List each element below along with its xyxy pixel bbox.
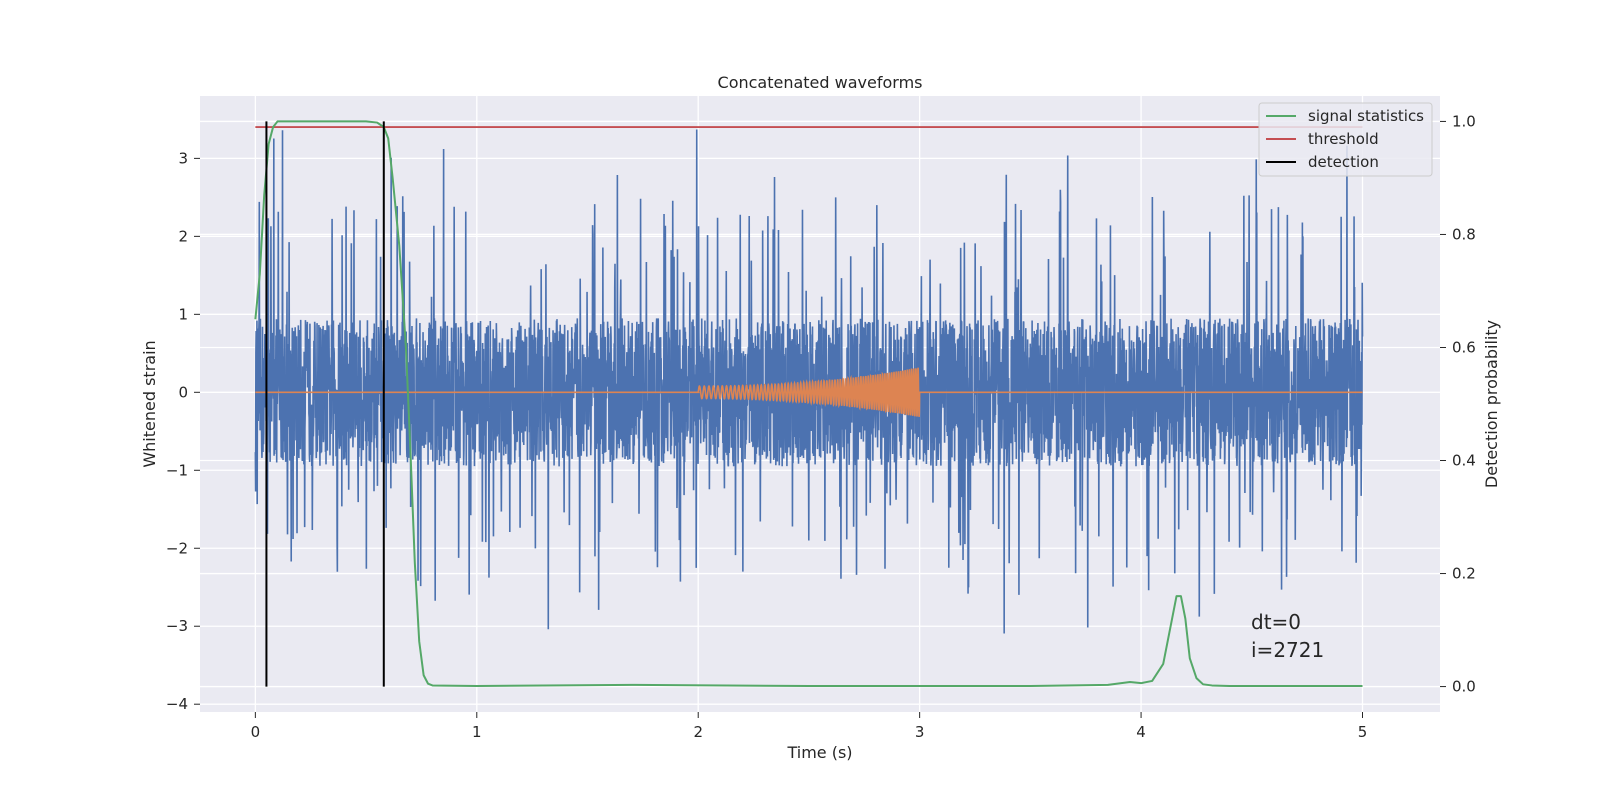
- y2-tick-label: 1.0: [1452, 112, 1476, 130]
- axes: 0 1 2 3 4 5 −4 −3 −2 −1 0 1 2 3 0.0 0.2 0.4 0.6 0.8 1.0: [166, 112, 1476, 741]
- annotation: dt=0 i=2721: [1251, 610, 1324, 662]
- chart-title: Concatenated waveforms: [718, 73, 923, 92]
- x-tick-label: 3: [915, 723, 925, 741]
- y-tick-label: −2: [166, 539, 188, 557]
- x-tick-label: 0: [251, 723, 261, 741]
- y-tick-label: −3: [166, 617, 188, 635]
- y-tick-label: −4: [166, 695, 188, 713]
- y2-tick-label: 0.8: [1452, 225, 1476, 243]
- x-tick-label: 5: [1358, 723, 1368, 741]
- y2-tick-label: 0.2: [1452, 565, 1476, 583]
- y-tick-label: 3: [178, 149, 188, 167]
- series-noise: [254, 129, 1364, 634]
- legend-box: [1258, 102, 1433, 177]
- annotation-dt: dt=0: [1251, 610, 1301, 634]
- y-tick-label: −1: [166, 461, 188, 479]
- legend-label-signal-statistics: signal statistics: [1308, 107, 1424, 125]
- y2-tick-label: 0.6: [1452, 338, 1476, 356]
- series-chirp: [255, 367, 1363, 417]
- annotation-i: i=2721: [1251, 638, 1324, 662]
- legend-label-detection: detection: [1308, 153, 1379, 171]
- x-tick-label: 1: [472, 723, 482, 741]
- series-signal-statistics: [254, 120, 1363, 687]
- y2-axis-label: Detection probability: [1482, 320, 1501, 488]
- y2-tick-label: 0.4: [1452, 452, 1476, 470]
- x-axis-label: Time (s): [786, 743, 852, 762]
- legend: signal statistics threshold detection: [1258, 102, 1433, 177]
- legend-label-threshold: threshold: [1308, 130, 1379, 148]
- y-tick-label: 2: [178, 227, 188, 245]
- y-tick-label: 1: [178, 305, 188, 323]
- y-tick-label: 0: [178, 383, 188, 401]
- y2-tick-label: 0.0: [1452, 678, 1476, 696]
- x-tick-label: 4: [1136, 723, 1146, 741]
- y-axis-label: Whitened strain: [140, 340, 159, 467]
- data-layer: [254, 120, 1364, 687]
- x-tick-label: 2: [693, 723, 703, 741]
